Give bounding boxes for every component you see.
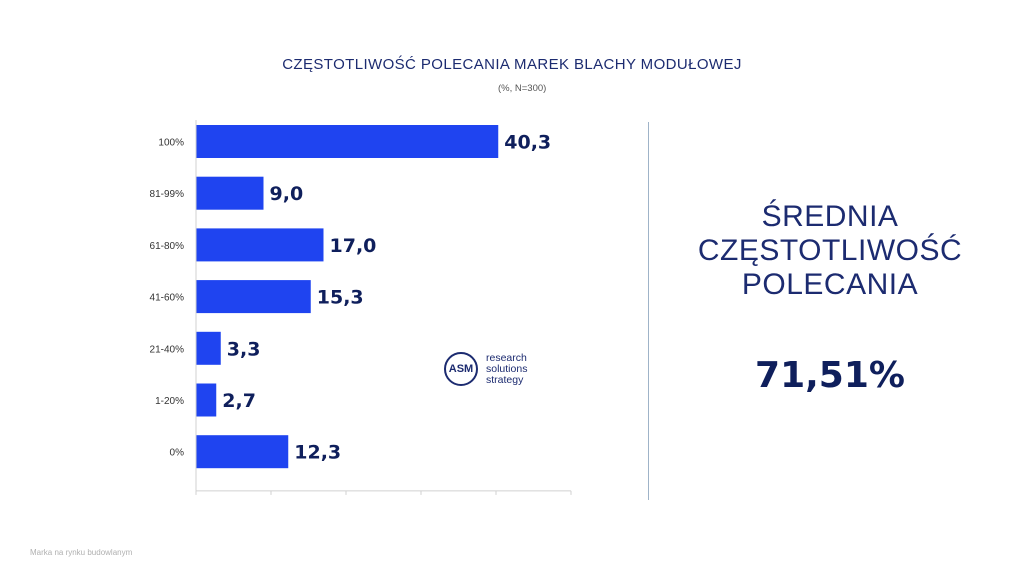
value-label: 12,3: [294, 442, 341, 464]
bar: [196, 331, 221, 365]
value-label: 17,0: [330, 235, 377, 257]
category-label: 21-40%: [150, 344, 185, 355]
bar: [196, 383, 217, 417]
value-label: 2,7: [222, 390, 256, 412]
divider-line: [648, 122, 649, 500]
value-label: 15,3: [317, 287, 364, 309]
category-label: 41-60%: [150, 293, 185, 304]
bar: [196, 176, 264, 210]
category-label: 61-80%: [150, 241, 185, 252]
asm-logo: ASM research solutions strategy: [444, 352, 527, 386]
category-label: 100%: [158, 138, 184, 149]
value-label: 40,3: [504, 132, 551, 154]
average-title-line: ŚREDNIA: [761, 200, 899, 233]
logo-text: research solutions strategy: [486, 351, 528, 386]
average-title-line: CZĘSTOTLIWOŚĆ: [697, 234, 963, 267]
bar: [196, 228, 324, 262]
bar-chart: 100% 40,3 81-99% 9,0 61-80% 17,0 41-60% 15,3 21-…: [150, 120, 572, 495]
chart-title: CZĘSTOTLIWOŚĆ POLECANIA MAREK BLACHY MOD…: [282, 56, 742, 73]
value-label: 3,3: [227, 338, 261, 360]
average-value: 71,51%: [755, 355, 905, 396]
bar: [196, 280, 311, 314]
logo-line: research: [486, 351, 527, 364]
category-label: 1-20%: [155, 396, 184, 407]
average-title: ŚREDNIA CZĘSTOTLIWOŚĆ POLECANIA: [650, 200, 1010, 302]
logo-circle: ASM: [444, 352, 478, 386]
logo-line: strategy: [486, 373, 524, 386]
average-title-line: POLECANIA: [741, 268, 919, 301]
bar: [196, 435, 289, 469]
bar: [196, 125, 499, 158]
chart-subtitle: (%, N=300): [498, 83, 547, 94]
category-label: 81-99%: [150, 189, 185, 200]
value-label: 9,0: [270, 183, 304, 205]
category-label: 0%: [170, 448, 185, 459]
logo-line: solutions: [486, 362, 528, 375]
footer-text: Marka na rynku budowlanym: [30, 548, 133, 557]
